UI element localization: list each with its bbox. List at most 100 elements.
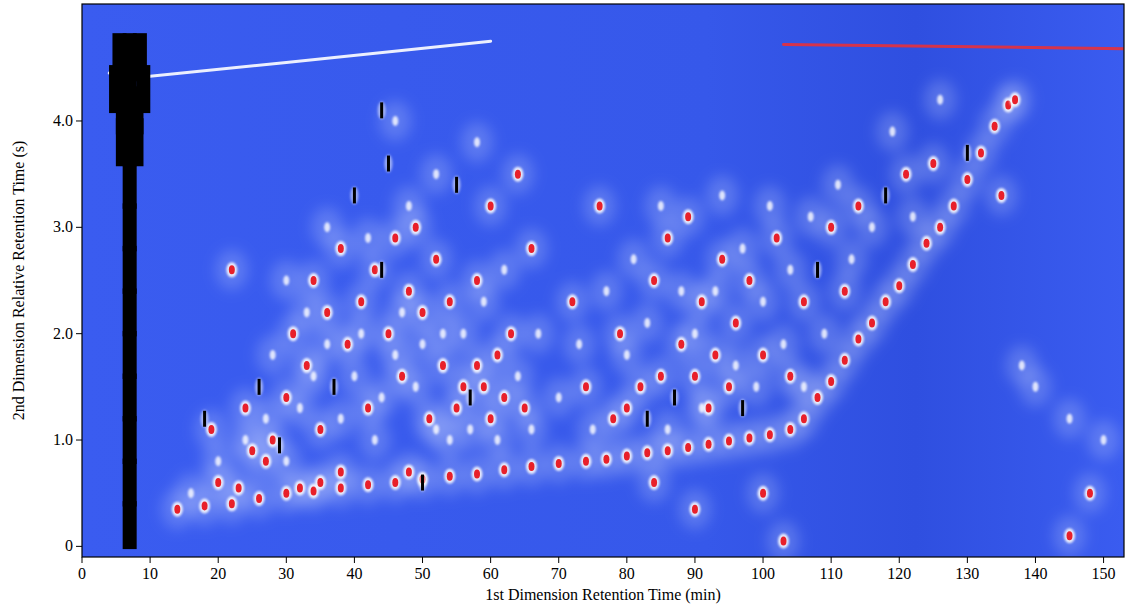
peak xyxy=(304,361,310,370)
peak xyxy=(372,265,378,274)
peak-halo xyxy=(996,188,1007,203)
peak xyxy=(324,339,330,349)
peak xyxy=(1087,489,1093,498)
haze-spot xyxy=(175,473,207,513)
peak xyxy=(978,148,984,157)
peak xyxy=(263,457,269,466)
peak-halo xyxy=(417,305,428,320)
peak-halo xyxy=(785,422,796,437)
haze-spot xyxy=(352,465,384,505)
peak xyxy=(203,411,206,427)
haze-spot xyxy=(774,250,806,290)
x-tick-label: 100 xyxy=(751,565,775,582)
peak-halo xyxy=(472,358,483,373)
x-tick xyxy=(558,557,559,563)
peak xyxy=(767,201,773,211)
peak-halo xyxy=(384,155,392,173)
peak xyxy=(488,202,494,211)
peak-halo xyxy=(294,480,305,495)
peak xyxy=(637,382,643,391)
peak xyxy=(699,403,705,413)
solvent-band xyxy=(112,33,126,81)
peak xyxy=(678,340,684,349)
haze-spot xyxy=(338,356,370,396)
bleed-line xyxy=(109,41,490,76)
haze-spot xyxy=(645,356,677,396)
haze-spot xyxy=(461,454,493,494)
peak-halo xyxy=(330,378,338,396)
peak xyxy=(501,265,507,275)
peak xyxy=(258,379,261,395)
peak-halo xyxy=(703,437,714,452)
peak xyxy=(1032,382,1038,392)
peak-halo xyxy=(758,347,769,362)
solvent-band xyxy=(123,459,137,507)
peak xyxy=(380,262,383,278)
peak-halo xyxy=(526,459,537,474)
x-tick xyxy=(899,557,900,563)
solvent-band xyxy=(116,86,130,134)
x-tick xyxy=(286,557,287,563)
peak xyxy=(297,403,303,413)
y-tick xyxy=(76,440,82,441)
peak xyxy=(467,424,473,434)
peak xyxy=(501,465,507,474)
haze-spot xyxy=(570,367,602,407)
peak xyxy=(283,276,289,286)
peak xyxy=(365,480,371,489)
peak-halo xyxy=(553,456,564,471)
peak-halo xyxy=(744,430,755,445)
peak xyxy=(188,488,194,498)
peak-halo xyxy=(689,502,700,517)
haze-spot xyxy=(311,324,343,364)
peak xyxy=(351,371,357,381)
peak-halo xyxy=(739,399,747,417)
peak xyxy=(358,297,364,306)
peak xyxy=(644,448,650,457)
peak xyxy=(528,462,534,471)
peak xyxy=(692,505,698,514)
peak-halo xyxy=(882,186,890,204)
peak-halo xyxy=(676,337,687,352)
peak-halo xyxy=(758,486,769,501)
peak xyxy=(665,233,671,242)
peak-halo xyxy=(928,156,939,171)
peak-halo xyxy=(594,199,605,214)
peak-halo xyxy=(431,252,442,267)
peak-halo xyxy=(485,199,496,214)
peak xyxy=(380,102,383,118)
peak xyxy=(297,483,303,492)
peak xyxy=(706,440,712,449)
peak xyxy=(353,187,356,203)
peak-halo xyxy=(662,443,673,458)
peak xyxy=(215,478,221,487)
peak-halo xyxy=(615,326,626,341)
peak xyxy=(454,404,460,413)
peak-halo xyxy=(867,316,878,331)
peak xyxy=(631,254,637,264)
peak xyxy=(590,424,596,434)
haze-spot xyxy=(434,456,466,496)
peak-halo xyxy=(689,369,700,384)
peak-halo xyxy=(601,452,612,467)
haze-spot xyxy=(488,250,520,290)
peak xyxy=(603,286,609,296)
peak-halo xyxy=(281,486,292,501)
peak xyxy=(481,382,487,391)
peak xyxy=(474,470,480,479)
peak-halo xyxy=(723,434,734,449)
haze-spot xyxy=(747,282,779,322)
peak-halo xyxy=(322,305,333,320)
haze-spot xyxy=(897,197,929,237)
haze-spot xyxy=(270,261,302,301)
haze-spot xyxy=(767,521,799,557)
haze-spot xyxy=(502,356,534,396)
peak xyxy=(998,191,1004,200)
peak xyxy=(733,361,739,371)
peak-halo xyxy=(730,316,741,331)
peak-halo xyxy=(403,464,414,479)
peak xyxy=(399,372,405,381)
peak-halo xyxy=(608,411,619,426)
peak-halo xyxy=(814,261,822,279)
haze-spot xyxy=(386,292,418,332)
